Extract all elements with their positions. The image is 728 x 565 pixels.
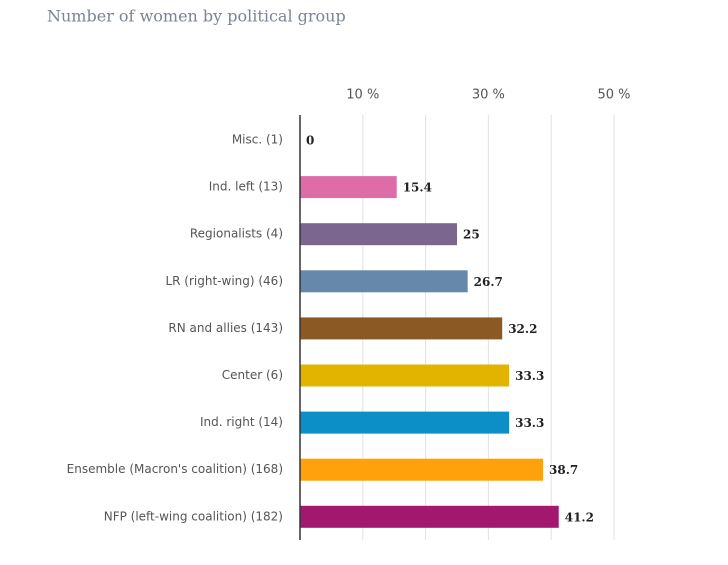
bar (300, 223, 457, 246)
y-tick-label: LR (right-wing) (46) (165, 274, 283, 288)
bar (300, 458, 544, 481)
y-tick-label: Center (6) (222, 368, 283, 382)
bar (300, 317, 503, 340)
y-tick-label: Ind. right (14) (200, 415, 283, 429)
x-tick-label: 50 % (597, 88, 630, 103)
y-tick-label: Ensemble (Macron's coalition) (168) (67, 462, 283, 476)
bar (300, 270, 468, 293)
bar (300, 411, 510, 434)
value-label: 33.3 (515, 369, 544, 383)
bar (300, 505, 559, 528)
y-tick-label: RN and allies (143) (168, 321, 283, 335)
value-label: 0 (306, 134, 314, 148)
bar (300, 176, 397, 199)
value-label: 38.7 (549, 463, 578, 477)
y-tick-label: Regionalists (4) (190, 227, 283, 241)
value-label: 26.7 (474, 275, 503, 289)
bar (300, 364, 510, 387)
value-label: 25 (463, 228, 480, 242)
chart-title: Number of women by political group (47, 7, 346, 26)
y-tick-label: NFP (left-wing coalition) (182) (104, 509, 283, 523)
y-tick-label: Ind. left (13) (209, 180, 283, 194)
value-label: 33.3 (515, 416, 544, 430)
value-label: 41.2 (565, 510, 594, 524)
value-label: 15.4 (403, 181, 432, 195)
y-tick-label: Misc. (1) (232, 133, 283, 147)
x-tick-label: 10 % (346, 88, 379, 103)
x-tick-label: 30 % (472, 88, 505, 103)
value-label: 32.2 (508, 322, 537, 336)
